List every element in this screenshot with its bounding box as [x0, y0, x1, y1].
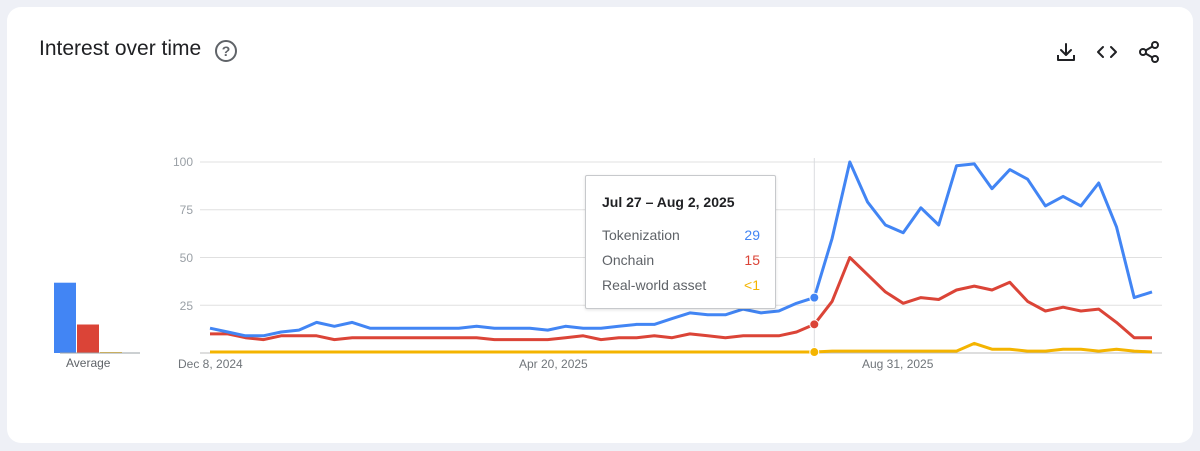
- question-circle-icon[interactable]: ?: [215, 40, 237, 62]
- hover-marker-real-world-asset: [809, 347, 820, 358]
- average-label: Average: [66, 356, 111, 370]
- chart-tooltip: Jul 27 – Aug 2, 2025 Tokenization 29 Onc…: [585, 175, 776, 309]
- tooltip-series-name: Tokenization: [602, 227, 680, 243]
- share-icon[interactable]: [1137, 40, 1161, 64]
- x-tick-label: Dec 8, 2024: [178, 357, 243, 371]
- average-bar-chart: [54, 282, 140, 354]
- average-bar-onchain: [77, 324, 99, 353]
- x-tick-label: Aug 31, 2025: [862, 357, 934, 371]
- hover-marker-tokenization: [809, 292, 820, 303]
- tooltip-date: Jul 27 – Aug 2, 2025: [602, 194, 735, 210]
- average-bar-tokenization: [54, 282, 76, 353]
- y-tick-label: 50: [179, 251, 193, 265]
- tooltip-row-real-world-asset: Real-world asset <1: [602, 277, 760, 293]
- tooltip-row-tokenization: Tokenization 29: [602, 227, 760, 243]
- y-tick-label: 25: [179, 299, 193, 313]
- tooltip-row-onchain: Onchain 15: [602, 252, 760, 268]
- series-line-tokenization: [209, 160, 1153, 338]
- tooltip-series-name: Real-world asset: [602, 277, 707, 293]
- hover-marker-onchain: [809, 319, 820, 330]
- y-tick-label: 75: [179, 203, 193, 217]
- tooltip-series-value: <1: [744, 277, 760, 293]
- download-icon[interactable]: [1054, 40, 1078, 64]
- x-tick-label: Apr 20, 2025: [519, 357, 588, 371]
- embed-code-icon[interactable]: [1095, 40, 1119, 64]
- tooltip-series-name: Onchain: [602, 252, 655, 268]
- series-line-onchain: [210, 256, 1152, 342]
- tooltip-series-value: 15: [744, 252, 760, 268]
- series-line-real-world-asset: [210, 341, 1153, 354]
- tooltip-series-value: 29: [744, 227, 760, 243]
- y-tick-label: 100: [172, 155, 193, 169]
- chart-title: Interest over time: [39, 37, 202, 60]
